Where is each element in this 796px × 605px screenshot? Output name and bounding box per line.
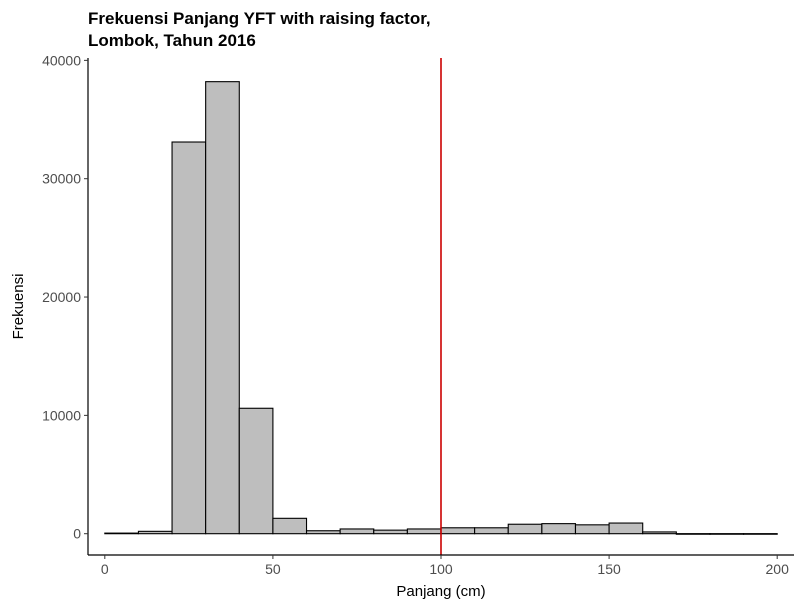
- y-tick-label-3: 30000: [42, 171, 81, 187]
- y-tick-label-1: 10000: [42, 407, 81, 423]
- histogram-bar-13: [541, 523, 577, 535]
- x-axis-title: Panjang (cm): [396, 583, 485, 600]
- axes-group: 0 50 100 150 200 0 10000 20000 30000 40000: [42, 52, 794, 577]
- y-tick-label-0: 0: [73, 526, 81, 542]
- histogram-bar-8: [373, 529, 408, 535]
- x-tick-label-1: 50: [265, 561, 281, 577]
- histogram-bar-17: [675, 533, 711, 535]
- histogram-bar-9: [406, 528, 442, 535]
- histogram-bar-16: [642, 531, 677, 535]
- histogram-bar-7: [339, 528, 375, 535]
- histogram-bar-11: [474, 527, 509, 535]
- histogram-bar-18: [709, 533, 745, 535]
- histogram-bar-4: [238, 407, 274, 535]
- y-tick-label-2: 20000: [42, 289, 81, 305]
- histogram-bar-10: [440, 527, 476, 535]
- histogram-bar-3: [205, 81, 240, 535]
- histogram-bar-2: [171, 141, 207, 535]
- y-axis-title: Frekuensi: [10, 274, 27, 340]
- histogram-bar-5: [272, 517, 308, 535]
- x-tick-label-4: 200: [766, 561, 790, 577]
- x-tick-label-2: 100: [429, 561, 453, 577]
- y-tick-label-4: 40000: [42, 52, 81, 68]
- x-tick-label-3: 150: [597, 561, 621, 577]
- chart-title-line-2: Lombok, Tahun 2016: [88, 31, 256, 50]
- histogram-bar-12: [507, 523, 543, 535]
- chart-title-line-1: Frekuensi Panjang YFT with raising facto…: [88, 9, 431, 28]
- histogram-bar-19: [743, 533, 778, 535]
- bars-group: [104, 81, 778, 535]
- histogram-bar-14: [574, 524, 610, 535]
- x-tick-label-0: 0: [101, 561, 109, 577]
- histogram-bar-1: [137, 530, 173, 535]
- histogram-bar-0: [104, 532, 139, 535]
- histogram-bar-15: [608, 522, 644, 535]
- histogram-bar-6: [305, 530, 341, 535]
- chart-title: Frekuensi Panjang YFT with raising facto…: [88, 8, 431, 52]
